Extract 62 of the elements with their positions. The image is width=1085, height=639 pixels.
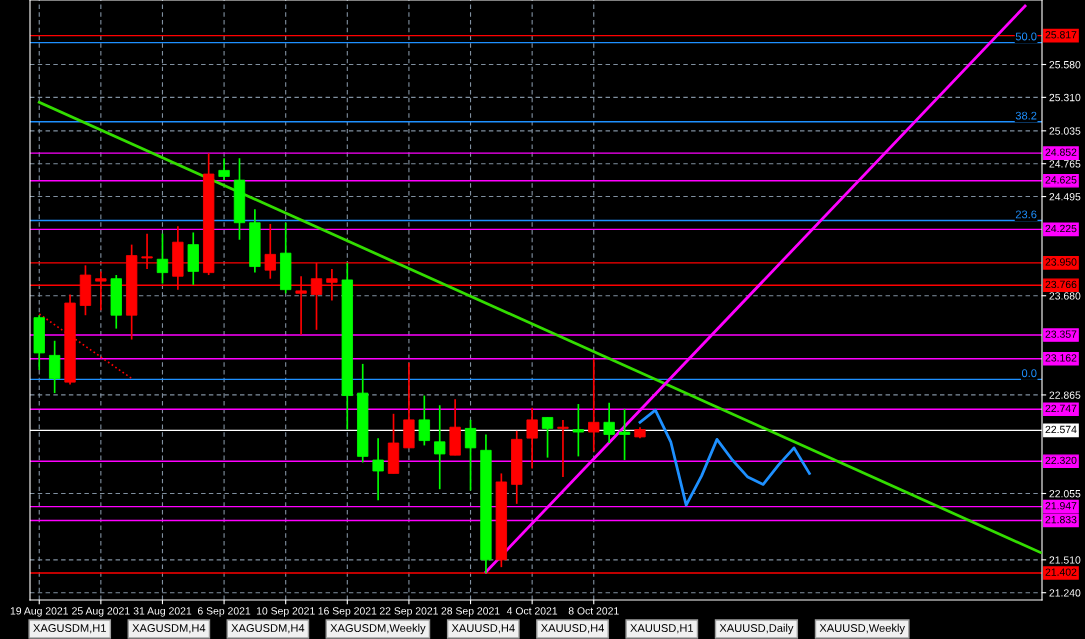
ref-line-label: 22.574 (1045, 425, 1077, 434)
candlestick (572, 403, 585, 458)
ref-line-label: 22.747 (1045, 404, 1077, 412)
ref-line-label: 21.402 (1045, 568, 1077, 576)
y-tick-label: 25.580 (1049, 61, 1081, 69)
candlestick (618, 408, 631, 461)
candlestick (603, 402, 615, 444)
ref-line-label: 24.225 (1045, 224, 1077, 233)
text: XAUUSD,H4 (541, 624, 605, 634)
text: XAGUSDM,H4 (132, 624, 206, 634)
y-tick-label: 21.510 (1049, 556, 1081, 564)
x-tick-label: 6 Sep 2021 (197, 607, 251, 617)
y-tick-label: 24.765 (1049, 160, 1081, 168)
annotation: 50.0 (1015, 32, 1037, 41)
line-series (638, 408, 811, 507)
y-tick-label: 22.055 (1049, 490, 1081, 498)
candlestick (526, 406, 538, 470)
ref-line-label: 23.357 (1045, 330, 1077, 338)
ref-line-label: 25.817 (1045, 31, 1077, 39)
ref-line-label: 21.833 (1045, 515, 1077, 524)
x-tick-label: 19 Aug 2021 (10, 607, 68, 617)
ref-line-label: 23.766 (1045, 280, 1077, 289)
ref-line-label: 24.852 (1045, 148, 1077, 156)
text: XAUUSD,H4 (451, 624, 515, 634)
x-tick-label: 8 Oct 2021 (568, 607, 619, 615)
y-tick-label: 24.495 (1049, 193, 1081, 201)
ref-line-label: 23.162 (1045, 354, 1077, 362)
candlestick (418, 394, 430, 447)
y-tick-label: 25.035 (1049, 127, 1081, 135)
text: XAGUSDM,H4 (231, 624, 305, 634)
x-tick-label: 31 Aug 2021 (133, 607, 192, 617)
candlestick (372, 437, 384, 502)
ref-line-label: 21.947 (1045, 502, 1077, 510)
annotation: 38.2 (1015, 111, 1037, 120)
ref-line-label: 22.320 (1045, 456, 1077, 465)
text: XAUUSD,Daily (719, 623, 794, 635)
y-tick-label: 21.240 (1049, 589, 1081, 597)
x-tick-label: 28 Sep 2021 (441, 607, 500, 617)
candlestick (156, 232, 169, 285)
text: XAGUSDM,Weekly (330, 623, 426, 635)
candlestick (541, 416, 554, 459)
candlestick (218, 157, 230, 181)
x-tick-label: 25 Aug 2021 (72, 607, 130, 617)
annotation: 0.0 (1021, 369, 1037, 378)
candlestick (557, 419, 569, 478)
text: XAUUSD,H1 (630, 624, 694, 634)
x-tick-label: 10 Sep 2021 (256, 607, 315, 617)
candlestick (588, 358, 600, 453)
y-tick-label: 25.310 (1049, 93, 1081, 102)
annotation: 23.6 (1015, 210, 1037, 219)
text: XAGUSDM,H1 (33, 624, 106, 634)
x-tick-label: 16 Sep 2021 (318, 607, 377, 617)
ref-line-label: 23.950 (1045, 258, 1077, 266)
y-tick-label: 22.865 (1049, 391, 1081, 399)
text: XAUUSD,Weekly (819, 623, 905, 635)
candlestick (464, 419, 477, 492)
x-tick-label: 22 Sep 2021 (379, 607, 438, 617)
ref-line-label: 24.625 (1045, 176, 1077, 184)
y-tick-label: 23.680 (1049, 292, 1081, 300)
candlestick (434, 404, 446, 491)
candlestick (48, 339, 61, 394)
x-tick-label: 4 Oct 2021 (506, 607, 558, 615)
